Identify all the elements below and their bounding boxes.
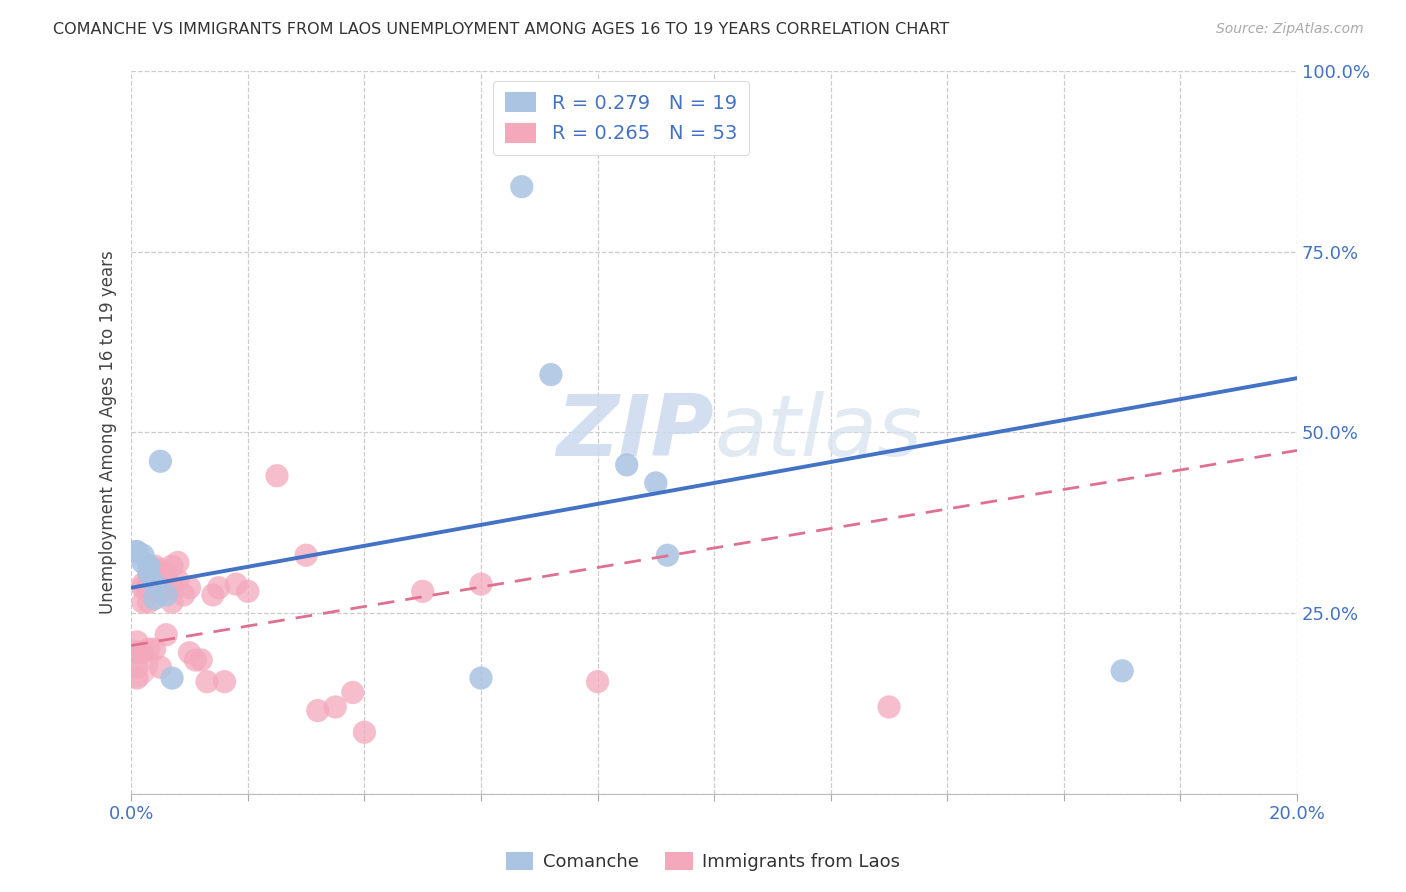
Point bbox=[155, 628, 177, 642]
Point bbox=[160, 559, 183, 574]
Point bbox=[125, 646, 148, 660]
Point bbox=[125, 544, 148, 558]
Point bbox=[143, 574, 166, 588]
Point bbox=[190, 653, 212, 667]
Text: atlas: atlas bbox=[714, 391, 922, 474]
Point bbox=[877, 700, 900, 714]
Point bbox=[208, 581, 231, 595]
Point bbox=[138, 581, 160, 595]
Point bbox=[1111, 664, 1133, 678]
Point bbox=[138, 559, 160, 574]
Point bbox=[125, 671, 148, 685]
Point bbox=[125, 660, 148, 674]
Point bbox=[160, 671, 183, 685]
Point bbox=[470, 671, 492, 685]
Point bbox=[143, 559, 166, 574]
Legend: R = 0.279   N = 19, R = 0.265   N = 53: R = 0.279 N = 19, R = 0.265 N = 53 bbox=[494, 81, 748, 155]
Point bbox=[307, 704, 329, 718]
Point bbox=[214, 674, 236, 689]
Point bbox=[236, 584, 259, 599]
Point bbox=[155, 584, 177, 599]
Point bbox=[143, 577, 166, 591]
Point bbox=[138, 642, 160, 657]
Point bbox=[149, 454, 172, 468]
Point bbox=[132, 548, 155, 562]
Y-axis label: Unemployment Among Ages 16 to 19 years: Unemployment Among Ages 16 to 19 years bbox=[100, 251, 117, 615]
Point bbox=[179, 646, 201, 660]
Point bbox=[149, 574, 172, 588]
Point bbox=[201, 588, 224, 602]
Point bbox=[167, 574, 190, 588]
Point bbox=[184, 653, 207, 667]
Point bbox=[149, 563, 172, 577]
Legend: Comanche, Immigrants from Laos: Comanche, Immigrants from Laos bbox=[499, 845, 907, 879]
Text: Source: ZipAtlas.com: Source: ZipAtlas.com bbox=[1216, 22, 1364, 37]
Point bbox=[179, 581, 201, 595]
Point bbox=[470, 577, 492, 591]
Point bbox=[173, 588, 195, 602]
Point bbox=[143, 642, 166, 657]
Point bbox=[644, 475, 666, 490]
Point bbox=[160, 595, 183, 609]
Point bbox=[138, 566, 160, 581]
Point bbox=[125, 544, 148, 558]
Point bbox=[143, 591, 166, 606]
Point bbox=[160, 581, 183, 595]
Point bbox=[125, 635, 148, 649]
Point bbox=[143, 584, 166, 599]
Text: ZIP: ZIP bbox=[557, 391, 714, 474]
Point bbox=[143, 570, 166, 584]
Point bbox=[657, 548, 679, 562]
Point bbox=[149, 660, 172, 674]
Point bbox=[155, 588, 177, 602]
Point bbox=[323, 700, 346, 714]
Point bbox=[138, 559, 160, 574]
Point bbox=[149, 574, 172, 588]
Point bbox=[138, 559, 160, 574]
Point bbox=[195, 674, 218, 689]
Point bbox=[132, 595, 155, 609]
Point bbox=[132, 556, 155, 570]
Point bbox=[225, 577, 247, 591]
Point bbox=[295, 548, 318, 562]
Point bbox=[149, 584, 172, 599]
Point bbox=[412, 584, 434, 599]
Point bbox=[155, 566, 177, 581]
Point bbox=[510, 179, 533, 194]
Point bbox=[167, 556, 190, 570]
Point bbox=[122, 657, 145, 671]
Point bbox=[132, 646, 155, 660]
Point bbox=[132, 581, 155, 595]
Point bbox=[138, 595, 160, 609]
Point bbox=[540, 368, 562, 382]
Point bbox=[155, 577, 177, 591]
Text: COMANCHE VS IMMIGRANTS FROM LAOS UNEMPLOYMENT AMONG AGES 16 TO 19 YEARS CORRELAT: COMANCHE VS IMMIGRANTS FROM LAOS UNEMPLO… bbox=[53, 22, 949, 37]
Point bbox=[138, 574, 160, 588]
Point bbox=[586, 674, 609, 689]
Point bbox=[616, 458, 638, 472]
Point bbox=[342, 685, 364, 699]
Point bbox=[132, 577, 155, 591]
Point bbox=[266, 468, 288, 483]
Point bbox=[353, 725, 375, 739]
